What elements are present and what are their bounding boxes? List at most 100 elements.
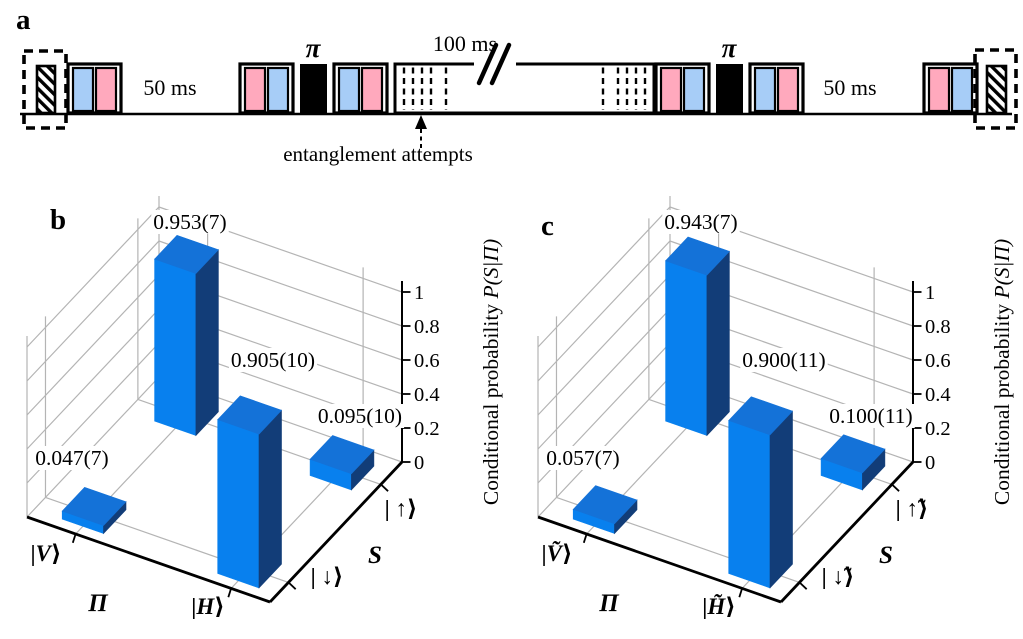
x-axis-line (537, 515, 782, 604)
wait-duration-label: 100 ms (433, 31, 497, 56)
z-axis-title: Conditional probability P(S|Π) (479, 239, 503, 505)
x-category-label: |H̃⟩ (702, 594, 735, 619)
bar-H-down (728, 396, 794, 589)
bar-value-label: 0.905(10) (231, 348, 315, 372)
depth-axis-title: S (368, 542, 382, 569)
pulse-pair (922, 62, 979, 115)
dashed-window-box (973, 48, 1018, 130)
blue-pulse (682, 66, 706, 113)
z-tick-label: 0.8 (925, 316, 951, 338)
depth-axis-title: S (879, 542, 893, 569)
bar-front-face (728, 420, 771, 589)
x-axis-line (26, 515, 271, 604)
z-tick-label: 0.8 (414, 316, 440, 338)
annotation-label: entanglement attempts (283, 142, 473, 166)
z-tick-label: 0 (414, 452, 424, 474)
z-tick-label: 0.2 (925, 418, 951, 440)
break-slash (476, 42, 499, 86)
blue-pulse (950, 66, 974, 113)
annotation-arrow (415, 115, 427, 148)
z-axis-title: Conditional probability P(S|Π) (990, 239, 1014, 505)
depth-category-label: | ↓̃⟩ (822, 564, 855, 589)
bar-top-face (217, 395, 283, 435)
z-tick-label: 0.6 (925, 350, 951, 372)
depth-axis-line (268, 461, 404, 603)
pink-pulse (927, 66, 951, 113)
pi-pulse (300, 64, 327, 113)
z-tick-label: 0.6 (414, 350, 440, 372)
blue-pulse (71, 66, 95, 113)
depth-axis-tick (798, 581, 808, 590)
bar-value-label: 0.047(7) (35, 446, 108, 470)
pulse-sequence-diagram: π π 50 ms 100 ms 50 ms entanglement attempts (20, 31, 1018, 166)
pulse-pair (332, 62, 389, 115)
arrow-head (415, 115, 427, 129)
bar-front-face (217, 419, 260, 589)
bars (61, 234, 375, 589)
bar-top-face (665, 236, 730, 276)
pink-pulse (659, 66, 683, 113)
z-tick-label: 0.4 (414, 384, 440, 406)
bar-V-up (665, 236, 730, 437)
bar-value-label-bg (740, 348, 828, 372)
x-axis-tick (738, 588, 743, 598)
z-tick-label: 0.4 (925, 384, 951, 406)
bar-value-label-bg (228, 348, 318, 372)
bars (572, 236, 886, 589)
pulse-pair (66, 62, 123, 115)
bar-value-label-bg (33, 446, 111, 470)
chart-b-conditional-probability: 0 0.2 0.4 0.6 0.8 1 Conditional probability P(… (26, 196, 503, 619)
z-tick-label: 0.2 (414, 418, 440, 440)
bar-value-label-bg (827, 404, 915, 428)
x-category-label: |V⟩ (31, 541, 62, 566)
bar-side-face (769, 410, 793, 589)
bar-side-face (706, 250, 730, 437)
bar-top-face (61, 486, 127, 526)
x-axis-tick (582, 533, 588, 544)
x-axis-title: Π (87, 590, 109, 617)
pink-pulse (776, 66, 800, 113)
pi-pulse (716, 64, 743, 113)
panel-c-label: c (541, 210, 554, 242)
time-break-symbol (474, 42, 516, 86)
bar-value-label: 0.057(7) (546, 446, 619, 470)
depth-axis-line (779, 461, 915, 603)
depth-axis-tick (380, 483, 389, 492)
panel-a-label: a (16, 4, 31, 36)
hatched-pulse (985, 64, 1008, 115)
bar-top-face (820, 434, 886, 474)
pink-pulse (360, 66, 384, 113)
bar-side-face (258, 409, 282, 589)
delay-label-right: 50 ms (823, 75, 876, 100)
bar-H-up (309, 435, 375, 491)
bar-V-down (61, 486, 127, 535)
x-category-label: |Ṽ⟩ (542, 541, 573, 566)
x-category-label: |H⟩ (191, 594, 224, 619)
bar-top-face (728, 396, 794, 436)
bar-value-label: 0.100(11) (829, 404, 912, 428)
bar-top-face (154, 234, 219, 274)
bar-value-label: 0.095(10) (318, 404, 402, 428)
blue-pulse (337, 66, 361, 113)
bar-side-face (195, 248, 219, 437)
depth-category-label: | ↑⟩ (385, 496, 418, 521)
bar-front-face (665, 260, 708, 436)
z-tick-label: 1 (414, 282, 424, 304)
z-tick-label: 0 (925, 452, 935, 474)
bar-H-up (820, 434, 886, 491)
bar-value-label: 0.953(7) (153, 210, 226, 234)
delay-label-left: 50 ms (143, 75, 196, 100)
bar-value-label-bg (662, 210, 740, 234)
pulse-pair (748, 62, 805, 115)
bar-value-label-bg (151, 210, 229, 234)
x-axis-title: Π (598, 590, 620, 617)
break-slash (489, 42, 512, 86)
bar-V-down (572, 485, 638, 535)
bar-V-up (154, 234, 219, 437)
wait-window-box (393, 62, 656, 115)
panel-b-label: b (50, 204, 67, 236)
blue-pulse (266, 66, 290, 113)
bar-top-face (309, 435, 375, 475)
hatched-pulse (35, 64, 57, 115)
